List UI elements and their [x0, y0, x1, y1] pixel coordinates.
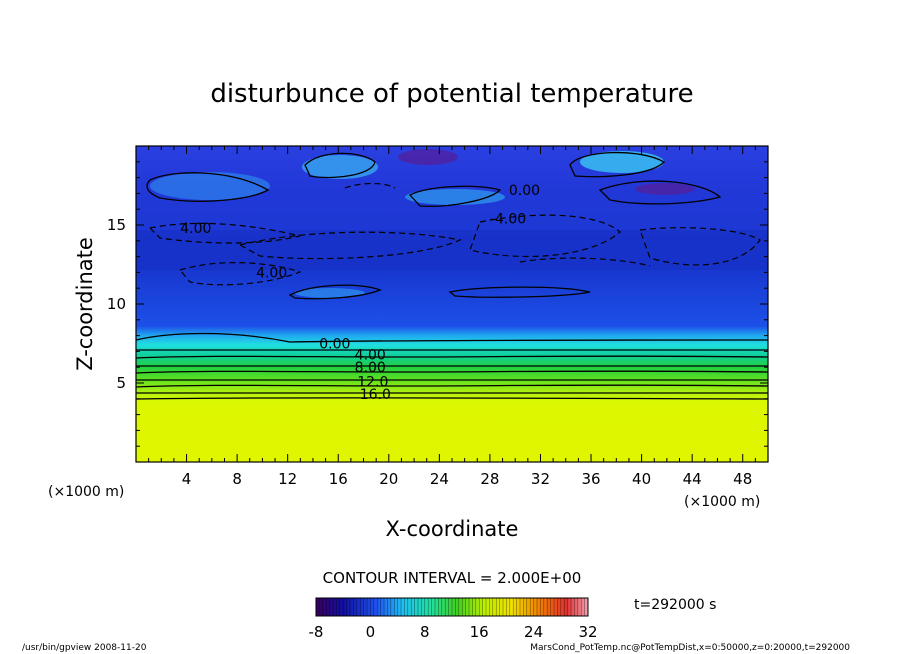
contour-interval-label: CONTOUR INTERVAL = 2.000E+00 [323, 569, 582, 587]
x-tick-label: 40 [632, 470, 651, 488]
contour-label: 4.00 [256, 265, 287, 281]
contour-field [136, 146, 768, 462]
colorbar-tick-label: 24 [524, 623, 543, 641]
contour-line [238, 231, 462, 260]
colorbar-tick-label: 32 [578, 623, 597, 641]
colorbar-tick-label: 8 [420, 623, 430, 641]
y-tick-label: 15 [107, 216, 126, 234]
contour-line [469, 214, 621, 258]
contour-label: -4.00 [490, 212, 526, 228]
colorbar-stripes [319, 598, 585, 616]
contour-line [598, 180, 722, 205]
contour-label: 8.00 [355, 360, 386, 376]
time-label: t=292000 s [634, 597, 716, 613]
x-tick-label: 28 [480, 470, 499, 488]
contour-lines-solid [136, 151, 768, 400]
contour-line [136, 384, 768, 388]
field-band [136, 230, 768, 270]
x-tick-label: 8 [232, 470, 242, 488]
contour-line [448, 286, 591, 298]
contour-label: 16.0 [360, 387, 391, 403]
contour-line [304, 152, 376, 179]
chart-title: disturbunce of potential temperature [210, 79, 693, 109]
colorbar-tick-label: 0 [366, 623, 376, 641]
x-tick-label: 24 [430, 470, 449, 488]
contour-line [136, 355, 768, 359]
y-tick-label: 10 [107, 295, 126, 313]
y-tick-label: 5 [116, 374, 126, 392]
field-patch [398, 149, 458, 165]
contour-line [136, 332, 768, 343]
field-patch [405, 189, 505, 205]
colorbar-tick-label: -8 [309, 623, 324, 641]
x-axis-label: X-coordinate [386, 517, 519, 541]
contour-line [639, 227, 761, 266]
x-tick-label: 12 [278, 470, 297, 488]
contour-line [288, 284, 382, 300]
colorbar: -8 0 8 16 24 32 [309, 597, 598, 641]
x-tick-label: 44 [683, 470, 702, 488]
x-unit-left: (×1000 m) [48, 484, 124, 500]
contour-line [146, 172, 270, 202]
contour-line [344, 182, 396, 189]
y-axis: 5 10 15 [107, 161, 768, 447]
x-tick-label: 20 [379, 470, 398, 488]
x-unit-right: (×1000 m) [684, 494, 760, 510]
field-patch [295, 288, 365, 298]
contour-label: 4.00 [180, 221, 211, 237]
colorbar-tick-label: 16 [470, 623, 489, 641]
contour-label: 12.0 [357, 374, 388, 390]
colorbar-frame [315, 597, 589, 617]
x-tick-label: 32 [531, 470, 550, 488]
contour-label: 4.00 [355, 348, 386, 364]
contour-line [519, 257, 651, 267]
contour-label: 0.00 [509, 183, 540, 199]
contour-lines-dashed [148, 182, 761, 286]
field-patch [635, 183, 695, 195]
x-tick-label: 48 [733, 470, 752, 488]
x-tick-label: 16 [329, 470, 348, 488]
colorbar-ticks: -8 0 8 16 24 32 [309, 623, 598, 641]
contour-label: 0.00 [319, 337, 350, 353]
footer-right: MarsCond_PotTemp.nc@PotTempDist,x=0:5000… [530, 643, 850, 653]
contour-line [136, 370, 768, 374]
contour-line [408, 185, 502, 207]
footer-left: /usr/bin/gpview 2008-11-20 [22, 643, 147, 653]
contour-line [569, 151, 666, 178]
x-tick-label: 4 [182, 470, 192, 488]
x-tick-label: 36 [581, 470, 600, 488]
contour-line [136, 397, 768, 400]
y-axis-label: Z-coordinate [73, 237, 97, 371]
x-axis: 4 8 12 16 20 24 28 32 36 40 44 48 [148, 146, 756, 488]
contour-line [178, 262, 302, 286]
field-patch [580, 151, 664, 173]
contour-line [148, 222, 301, 244]
